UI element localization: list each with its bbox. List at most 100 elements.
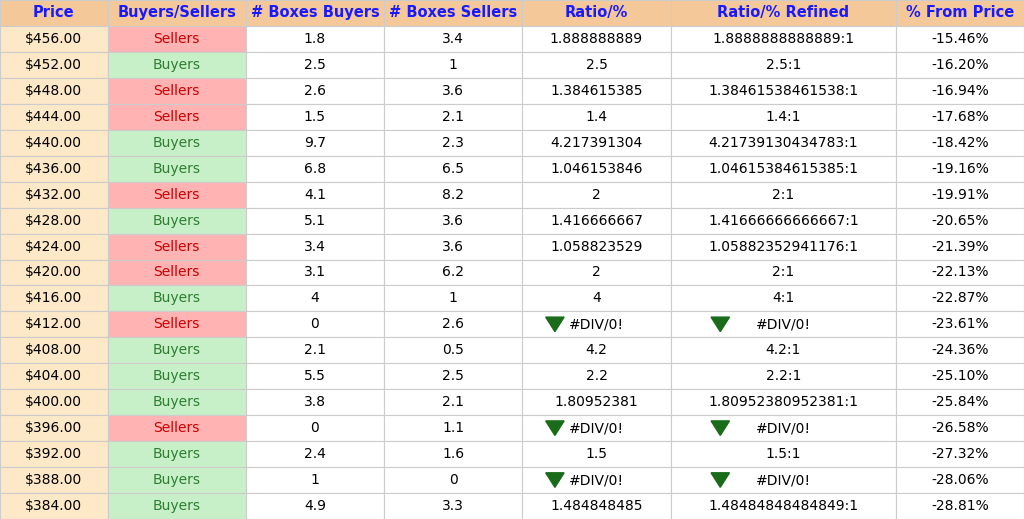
Text: 3.8: 3.8 bbox=[304, 395, 326, 409]
Bar bbox=[384, 389, 522, 415]
Bar bbox=[384, 0, 522, 26]
Text: 2.4: 2.4 bbox=[304, 447, 326, 461]
Text: 1.416666667: 1.416666667 bbox=[550, 214, 643, 227]
Bar bbox=[522, 493, 671, 519]
Text: 1.5: 1.5 bbox=[304, 110, 326, 124]
Bar bbox=[108, 389, 246, 415]
Bar bbox=[108, 493, 246, 519]
Text: Sellers: Sellers bbox=[154, 32, 200, 46]
Bar bbox=[896, 363, 1024, 389]
Bar bbox=[896, 441, 1024, 467]
Text: 4: 4 bbox=[592, 292, 601, 305]
Text: Buyers: Buyers bbox=[153, 499, 201, 513]
Bar bbox=[671, 493, 896, 519]
Text: 1.80952381: 1.80952381 bbox=[555, 395, 638, 409]
Text: $444.00: $444.00 bbox=[26, 110, 82, 124]
Bar bbox=[246, 493, 384, 519]
Text: 6.8: 6.8 bbox=[304, 162, 326, 175]
Bar bbox=[246, 285, 384, 311]
Text: 3.4: 3.4 bbox=[442, 32, 464, 46]
Bar bbox=[384, 78, 522, 104]
Bar bbox=[522, 234, 671, 260]
Polygon shape bbox=[711, 473, 729, 487]
Text: 2.1: 2.1 bbox=[442, 110, 464, 124]
Bar bbox=[246, 389, 384, 415]
Text: $456.00: $456.00 bbox=[26, 32, 82, 46]
Bar bbox=[246, 337, 384, 363]
Bar bbox=[896, 389, 1024, 415]
Text: Sellers: Sellers bbox=[154, 240, 200, 253]
Bar bbox=[671, 234, 896, 260]
Bar bbox=[108, 78, 246, 104]
Text: 2:1: 2:1 bbox=[772, 266, 795, 279]
Bar bbox=[522, 182, 671, 208]
Bar bbox=[896, 52, 1024, 78]
Text: 3.4: 3.4 bbox=[304, 240, 326, 253]
Bar bbox=[896, 493, 1024, 519]
Bar bbox=[671, 0, 896, 26]
Text: 2: 2 bbox=[592, 188, 601, 201]
Text: 1.6: 1.6 bbox=[442, 447, 464, 461]
Text: 3.6: 3.6 bbox=[442, 240, 464, 253]
Bar bbox=[896, 415, 1024, 441]
Bar bbox=[384, 285, 522, 311]
Bar bbox=[896, 104, 1024, 130]
Bar bbox=[0, 363, 108, 389]
Text: $432.00: $432.00 bbox=[26, 188, 82, 201]
Text: #DIV/0!: #DIV/0! bbox=[756, 421, 811, 435]
Bar bbox=[108, 156, 246, 182]
Text: 0: 0 bbox=[449, 473, 458, 487]
Bar bbox=[671, 389, 896, 415]
Text: 2: 2 bbox=[592, 266, 601, 279]
Text: 0: 0 bbox=[310, 421, 319, 435]
Text: 1.1: 1.1 bbox=[442, 421, 464, 435]
Text: Buyers: Buyers bbox=[153, 214, 201, 227]
Polygon shape bbox=[546, 473, 564, 487]
Text: 3.6: 3.6 bbox=[442, 214, 464, 227]
Bar bbox=[108, 337, 246, 363]
Text: Buyers: Buyers bbox=[153, 136, 201, 149]
Text: 0: 0 bbox=[310, 318, 319, 331]
Text: 2.2:1: 2.2:1 bbox=[766, 370, 801, 383]
Bar bbox=[522, 0, 671, 26]
Bar bbox=[896, 0, 1024, 26]
Text: $436.00: $436.00 bbox=[26, 162, 82, 175]
Text: 2.1: 2.1 bbox=[304, 344, 326, 357]
Polygon shape bbox=[546, 421, 564, 435]
Bar bbox=[384, 415, 522, 441]
Text: 1.046153846: 1.046153846 bbox=[550, 162, 643, 175]
Text: 1.4: 1.4 bbox=[586, 110, 607, 124]
Bar bbox=[896, 26, 1024, 52]
Text: # Boxes Buyers: # Boxes Buyers bbox=[251, 6, 379, 20]
Text: 4.2:1: 4.2:1 bbox=[766, 344, 801, 357]
Bar bbox=[0, 130, 108, 156]
Text: -25.10%: -25.10% bbox=[931, 370, 989, 383]
Text: Buyers: Buyers bbox=[153, 395, 201, 409]
Bar bbox=[384, 156, 522, 182]
Text: $424.00: $424.00 bbox=[26, 240, 82, 253]
Text: -27.32%: -27.32% bbox=[931, 447, 989, 461]
Bar bbox=[108, 363, 246, 389]
Text: 3.6: 3.6 bbox=[442, 84, 464, 98]
Bar bbox=[522, 130, 671, 156]
Text: 1: 1 bbox=[449, 292, 458, 305]
Polygon shape bbox=[711, 317, 729, 332]
Text: 6.5: 6.5 bbox=[442, 162, 464, 175]
Text: -24.36%: -24.36% bbox=[931, 344, 989, 357]
Bar bbox=[671, 78, 896, 104]
Bar bbox=[896, 156, 1024, 182]
Bar bbox=[246, 52, 384, 78]
Text: 1.80952380952381:1: 1.80952380952381:1 bbox=[709, 395, 858, 409]
Text: -22.87%: -22.87% bbox=[931, 292, 989, 305]
Bar bbox=[384, 130, 522, 156]
Bar bbox=[671, 285, 896, 311]
Bar bbox=[246, 467, 384, 493]
Text: 1: 1 bbox=[310, 473, 319, 487]
Text: 0.5: 0.5 bbox=[442, 344, 464, 357]
Text: Ratio/% Refined: Ratio/% Refined bbox=[717, 6, 850, 20]
Text: Ratio/%: Ratio/% bbox=[565, 6, 628, 20]
Bar bbox=[0, 260, 108, 285]
Text: 1.04615384615385:1: 1.04615384615385:1 bbox=[709, 162, 858, 175]
Text: #DIV/0!: #DIV/0! bbox=[756, 318, 811, 331]
Bar bbox=[896, 467, 1024, 493]
